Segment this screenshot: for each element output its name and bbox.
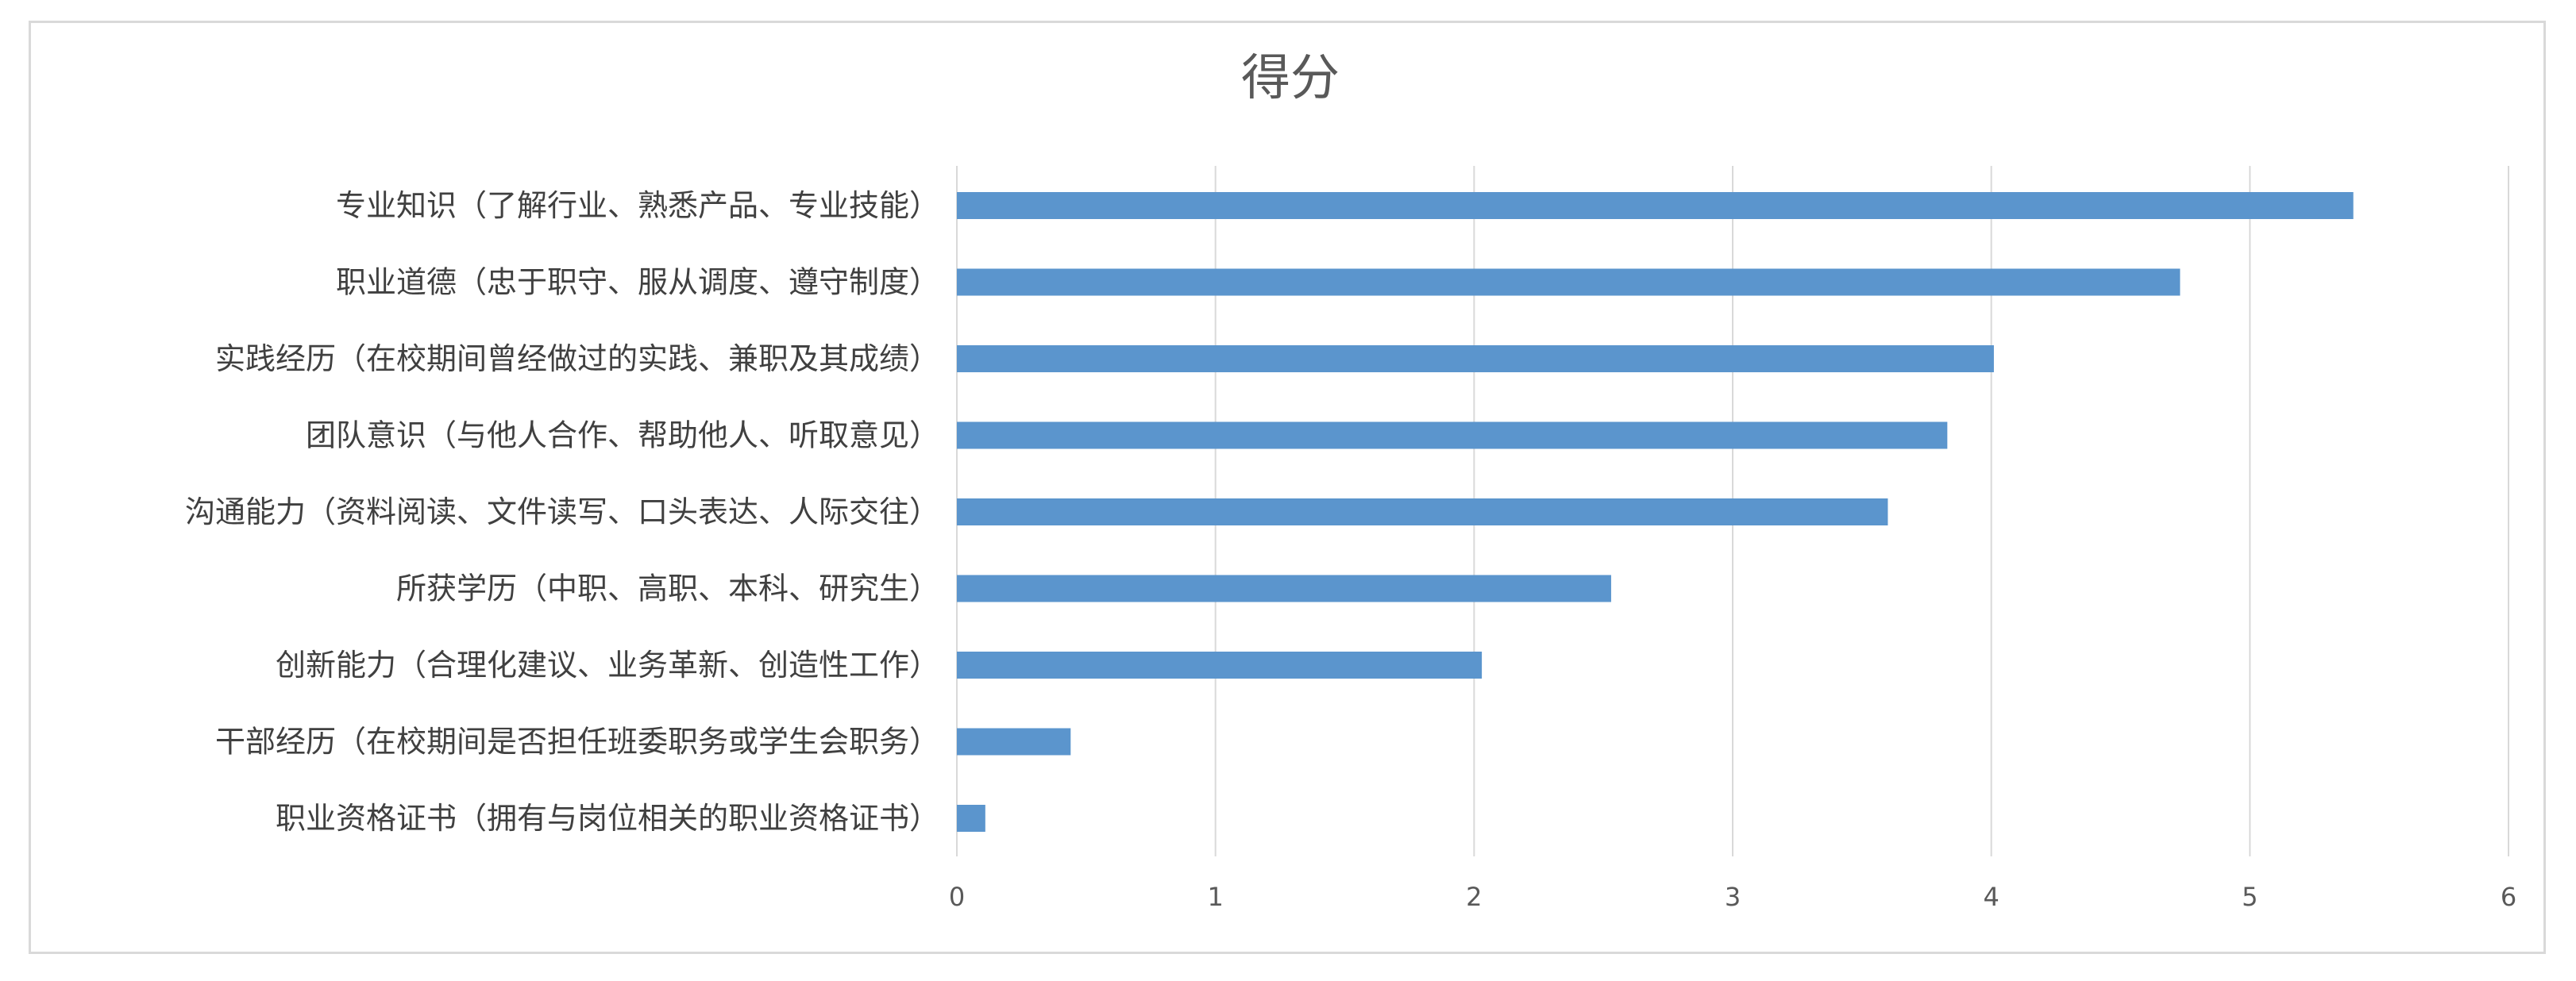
category-label: 团队意识（与他人合作、帮助他人、听取意见）	[306, 418, 939, 453]
category-label: 创新能力（合理化建议、业务革新、创造性工作）	[276, 648, 939, 683]
chart-frame: 得分 专业知识（了解行业、熟悉产品、专业技能） 职业道德（忠于职守、服从调度、遵守…	[29, 21, 2546, 954]
bar	[957, 652, 1483, 679]
x-tick-label: 5	[2242, 882, 2258, 912]
bar	[957, 192, 2354, 219]
category-label: 实践经历（在校期间曾经做过的实践、兼职及其成绩）	[215, 341, 939, 376]
bar	[957, 498, 1888, 525]
bar-chart: 得分 专业知识（了解行业、熟悉产品、专业技能） 职业道德（忠于职守、服从调度、遵守…	[185, 48, 2516, 912]
category-labels: 专业知识（了解行业、熟悉产品、专业技能） 职业道德（忠于职守、服从调度、遵守制度）…	[185, 188, 939, 836]
x-tick-label: 2	[1466, 882, 1482, 912]
x-tick-label: 3	[1725, 882, 1741, 912]
bar	[957, 345, 1994, 372]
category-label: 沟通能力（资料阅读、文件读写、口头表达、人际交往）	[185, 494, 939, 529]
category-label: 所获学历（中职、高职、本科、研究生）	[396, 571, 939, 606]
x-tick-label: 0	[949, 882, 965, 912]
x-tick-label: 6	[2501, 882, 2516, 912]
bar	[957, 805, 985, 832]
category-label: 职业道德（忠于职守、服从调度、遵守制度）	[336, 265, 939, 300]
bars	[957, 192, 2354, 832]
x-tick-label: 4	[1983, 882, 1999, 912]
category-label: 干部经历（在校期间是否担任班委职务或学生会职务）	[215, 725, 939, 760]
chart-title: 得分	[1241, 48, 1340, 106]
bar	[957, 421, 1948, 449]
x-tick-label: 1	[1207, 882, 1223, 912]
x-axis-tick-labels: 0 1 2 3 4 5 6	[949, 882, 2516, 912]
bar	[957, 268, 2181, 296]
bar	[957, 728, 1071, 756]
bar	[957, 575, 1611, 602]
category-label: 专业知识（了解行业、熟悉产品、专业技能）	[336, 188, 939, 223]
category-label: 职业资格证书（拥有与岗位相关的职业资格证书）	[276, 801, 939, 836]
